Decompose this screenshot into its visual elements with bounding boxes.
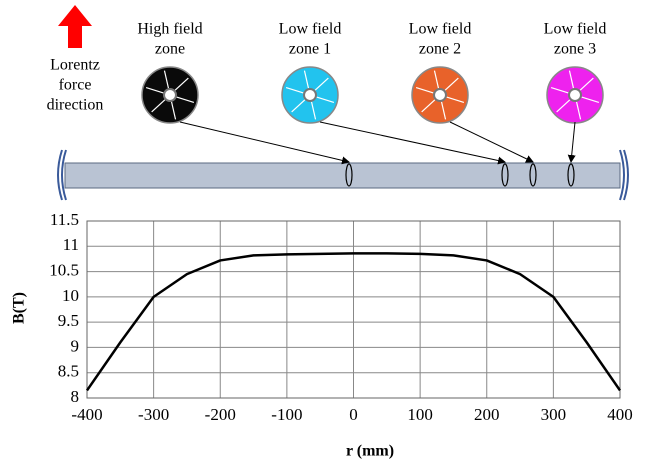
zone-arrow xyxy=(567,121,576,163)
y-tick-label: 10 xyxy=(62,286,79,305)
zone-arrow xyxy=(179,121,350,165)
disc-spoke xyxy=(285,87,304,94)
disc-spoke xyxy=(579,77,594,91)
disc-spoke xyxy=(433,70,440,89)
zone-label: zone 3 xyxy=(554,41,596,58)
zone-arrow xyxy=(449,121,534,163)
zone-arrow xyxy=(319,121,506,165)
y-tick-label: 8.5 xyxy=(58,362,79,381)
x-tick-label: 400 xyxy=(607,405,633,424)
pipe xyxy=(64,162,621,189)
disc-spoke xyxy=(556,99,571,113)
disc-spoke xyxy=(163,70,170,89)
pipe-section xyxy=(567,163,575,187)
disc-spoke xyxy=(415,87,434,94)
disc-spoke xyxy=(151,99,166,113)
x-tick-label: -200 xyxy=(205,405,236,424)
disc-spoke xyxy=(421,99,436,113)
disc-hub xyxy=(568,88,582,102)
y-tick-label: 8 xyxy=(71,387,80,406)
x-tick-label: -300 xyxy=(138,405,169,424)
disc-spoke xyxy=(310,101,317,120)
y-axis-label: B(T) xyxy=(11,292,28,324)
force-label: force xyxy=(59,77,92,94)
disc-spoke xyxy=(316,96,335,103)
zone-label: High field xyxy=(137,21,202,38)
disc-spoke xyxy=(176,96,195,103)
disc-spoke xyxy=(145,87,164,94)
x-tick-label: -400 xyxy=(71,405,102,424)
disc-hub xyxy=(163,88,177,102)
disc-hub xyxy=(433,88,447,102)
zone-label: Low field xyxy=(544,21,607,38)
force-arrow xyxy=(58,5,92,48)
pipe-break xyxy=(57,149,629,201)
disc-spoke xyxy=(581,96,600,103)
disc-spoke xyxy=(446,96,465,103)
disc-spoke xyxy=(440,101,447,120)
disc-spoke xyxy=(174,77,189,91)
disc-spoke xyxy=(314,77,329,91)
disc-spoke xyxy=(575,101,582,120)
disc-spoke xyxy=(444,77,459,91)
x-tick-label: 200 xyxy=(474,405,500,424)
force-label: Lorentz xyxy=(50,57,100,74)
x-tick-label: 100 xyxy=(407,405,433,424)
x-tick-label: -100 xyxy=(271,405,302,424)
disc-spoke xyxy=(550,87,569,94)
data-line xyxy=(85,252,622,392)
y-tick-label: 11.5 xyxy=(50,210,79,229)
zone-label: Low field xyxy=(409,21,472,38)
zone-label: Low field xyxy=(279,21,342,38)
disc-spoke xyxy=(170,101,177,120)
x-tick-label: 0 xyxy=(349,405,358,424)
disc-hub xyxy=(303,88,317,102)
disc-spoke xyxy=(303,70,310,89)
disc-spoke xyxy=(291,99,306,113)
zone-label: zone 2 xyxy=(419,41,461,58)
disc-spoke xyxy=(568,70,575,89)
force-label: direction xyxy=(47,97,104,114)
x-axis-label: r (mm) xyxy=(346,443,394,460)
y-tick-label: 9.5 xyxy=(58,311,79,330)
y-tick-label: 9 xyxy=(71,336,80,355)
zone-label: zone xyxy=(155,41,185,58)
y-tick-label: 11 xyxy=(63,235,79,254)
plot-frame xyxy=(86,220,621,399)
y-tick-label: 10.5 xyxy=(49,260,79,279)
x-tick-label: 300 xyxy=(541,405,567,424)
pipe-section xyxy=(529,163,537,187)
zone-label: zone 1 xyxy=(289,41,331,58)
